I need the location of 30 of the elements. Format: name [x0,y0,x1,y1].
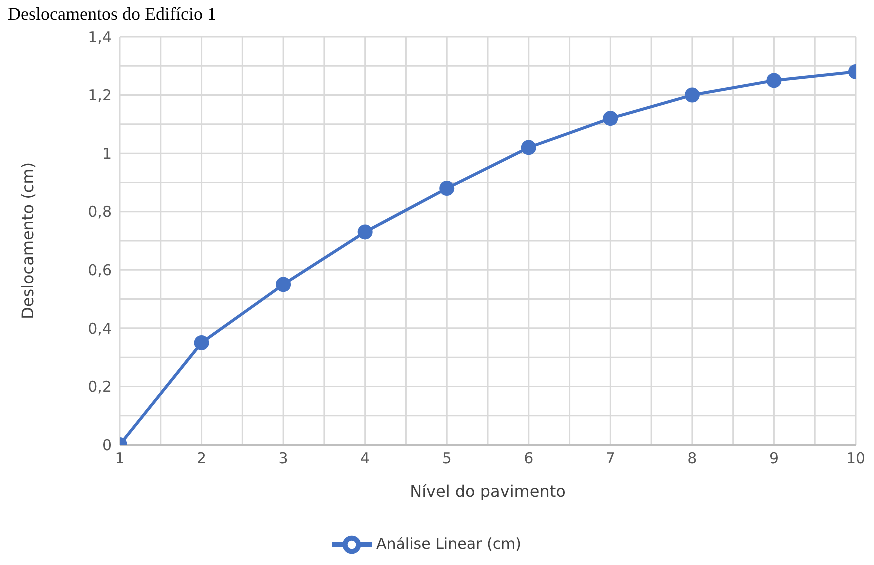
point [766,73,782,88]
x-axis-title: Nível do pavimento [410,482,566,501]
y-tick-label: 0,2 [88,378,112,396]
x-tick-label: 5 [442,450,452,468]
point [603,111,618,126]
y-axis-title: Deslocamento (cm) [18,162,38,320]
y-tick-label: 0 [102,436,112,454]
x-tick-label: 2 [197,450,207,468]
point [358,224,373,240]
point [440,181,455,196]
point [521,140,536,156]
x-tick-label: 4 [360,450,370,468]
legend-label: Análise Linear (cm) [376,535,522,554]
y-tick-label: 1,4 [88,28,112,46]
y-tick-label: 1 [102,144,112,163]
y-tick-label: 0,4 [88,320,112,338]
y-tick-label: 1,2 [88,86,112,105]
chart-title: Deslocamentos do Edifício 1 [8,4,216,25]
y-tick-label: 0,8 [88,203,112,222]
x-tick-label: 9 [769,450,779,468]
point [276,277,292,292]
x-tick-label: 3 [278,450,288,468]
x-tick-label: 10 [846,450,866,468]
x-tick-label: 1 [115,450,125,468]
x-tick-label: 8 [688,450,698,468]
x-tick-label: 6 [524,450,534,468]
point [684,88,700,103]
point [194,336,210,350]
y-tick-label: 0,6 [88,261,112,280]
x-tick-label: 7 [606,450,616,468]
